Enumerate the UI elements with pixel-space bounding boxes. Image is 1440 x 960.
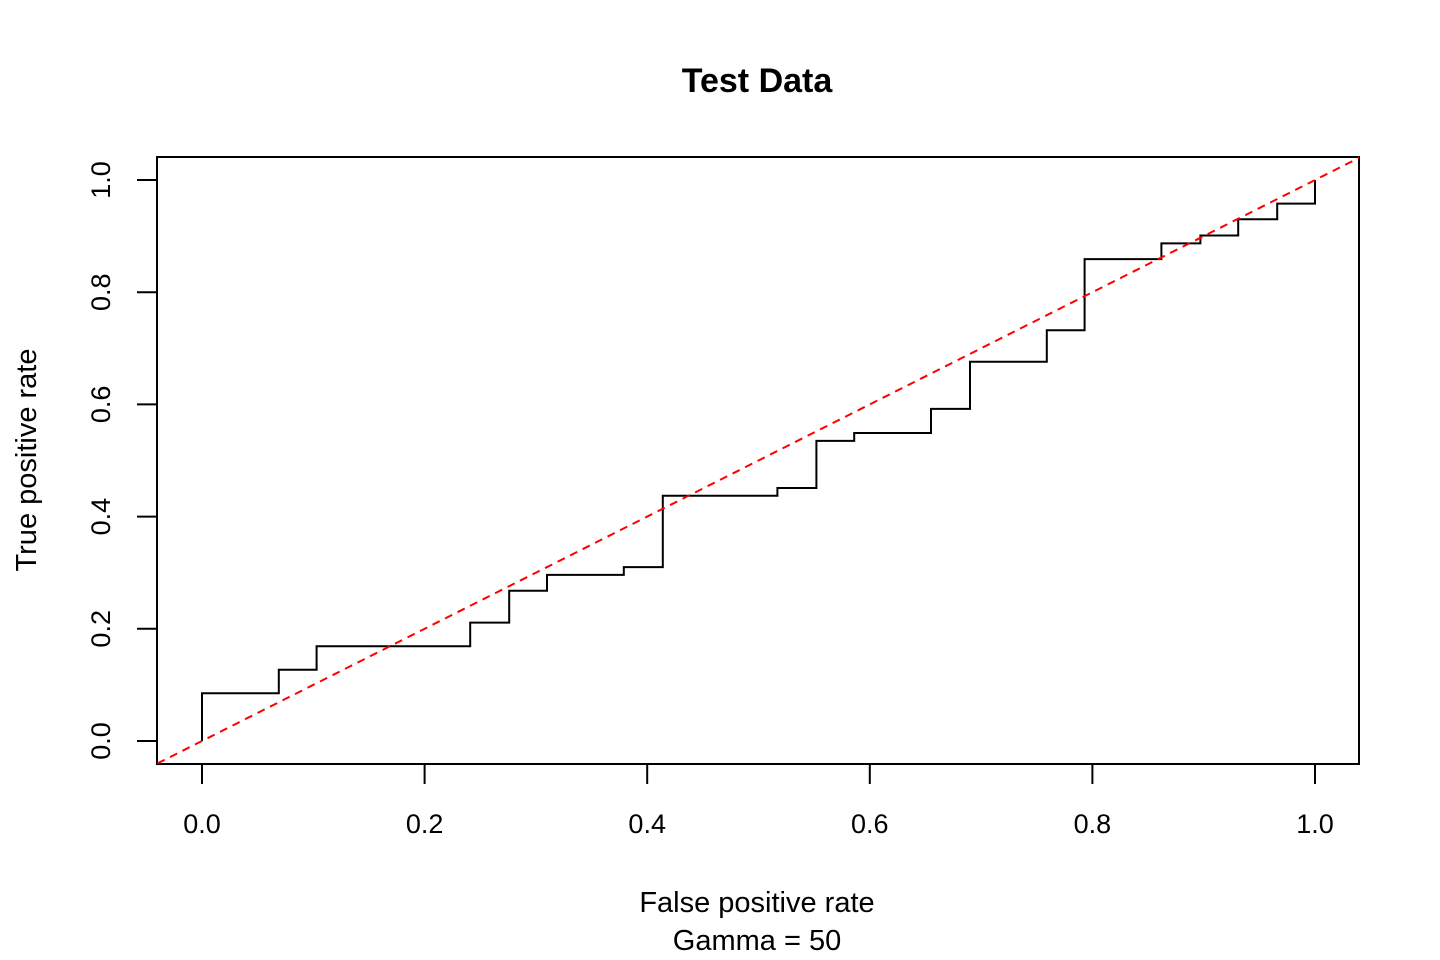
reference-diagonal-line (157, 157, 1359, 764)
y-axis-label: True positive rate (11, 349, 43, 572)
y-tick-label: 0.2 (86, 610, 116, 648)
y-tick-label: 1.0 (86, 161, 116, 199)
y-axis: 0.0 0.2 0.4 0.6 0.8 1.0 (86, 161, 158, 760)
x-tick-label: 1.0 (1296, 809, 1334, 839)
y-tick-label: 0.8 (86, 273, 116, 311)
x-tick-label: 0.8 (1074, 809, 1112, 839)
x-axis: 0.0 0.2 0.4 0.6 0.8 1.0 (183, 763, 1334, 839)
y-tick-label: 0.6 (86, 386, 116, 424)
y-tick-label: 0.4 (86, 498, 116, 536)
x-axis-sublabel: Gamma = 50 (673, 925, 841, 957)
x-tick-label: 0.4 (628, 809, 666, 839)
series-layer (157, 157, 1359, 764)
x-axis-label: False positive rate (639, 887, 874, 919)
chart-title: Test Data (682, 62, 834, 100)
x-tick-label: 0.6 (851, 809, 889, 839)
x-tick-label: 0.2 (406, 809, 444, 839)
roc-curve (201, 180, 1316, 741)
y-tick-label: 0.0 (86, 722, 116, 760)
x-tick-label: 0.0 (183, 809, 221, 839)
